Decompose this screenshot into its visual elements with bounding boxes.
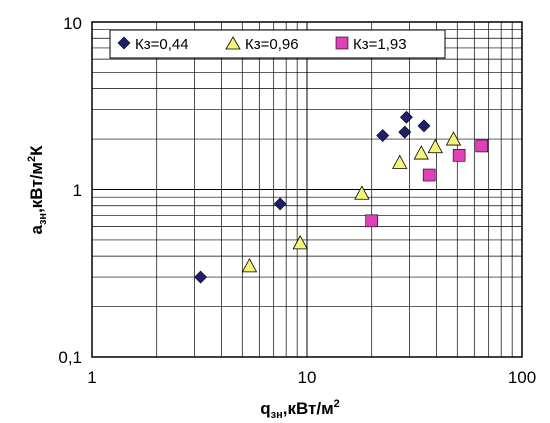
data-point-square	[452, 149, 466, 162]
data-point-diamond	[376, 129, 390, 142]
legend-marker-triangle	[225, 36, 241, 50]
data-point-diamond	[417, 119, 431, 133]
x-tick-label: 10	[298, 368, 317, 387]
y-tick-label: 1	[73, 181, 82, 200]
data-point-diamond	[399, 110, 413, 124]
data-point-triangle	[427, 138, 443, 154]
legend-label: Кз=0,44	[135, 36, 189, 53]
x-tick-labels: 1 10 100	[87, 368, 536, 387]
data-point-diamond	[398, 125, 412, 139]
grid	[91, 21, 523, 358]
legend-label: Кз=0,96	[245, 36, 299, 53]
legend-marker-diamond	[117, 36, 131, 50]
data-point-triangle	[413, 145, 429, 160]
plot-frame	[91, 21, 523, 358]
y-tick-label: 0,1	[58, 348, 82, 367]
legend: Кз=0,44 Кз=0,96 Кз=1,93	[109, 29, 446, 59]
legend-box	[109, 29, 446, 59]
x-tick-label: 1	[87, 368, 96, 387]
legend-marker-square	[335, 36, 349, 50]
y-tick-labels: 10 1 0,1	[58, 14, 82, 367]
data-point-diamond	[273, 197, 287, 211]
data-point-square	[365, 214, 379, 228]
x-tick-label: 100	[508, 368, 536, 387]
data-point-triangle	[392, 154, 408, 169]
y-tick-label: 10	[63, 14, 82, 33]
y-axis-label: aзн,кВт/м2К	[26, 145, 49, 235]
data-point-triangle	[241, 258, 258, 273]
data-point-triangle	[445, 131, 462, 146]
data-point-square	[422, 168, 436, 182]
data-point-square	[475, 139, 489, 153]
data-point-diamond	[194, 270, 208, 284]
legend-label: Кз=1,93	[353, 36, 407, 53]
x-axis-label: qзн,кВт/м2	[260, 398, 340, 421]
data-points	[194, 110, 489, 284]
data-point-triangle	[354, 185, 370, 200]
data-point-triangle	[292, 235, 308, 250]
